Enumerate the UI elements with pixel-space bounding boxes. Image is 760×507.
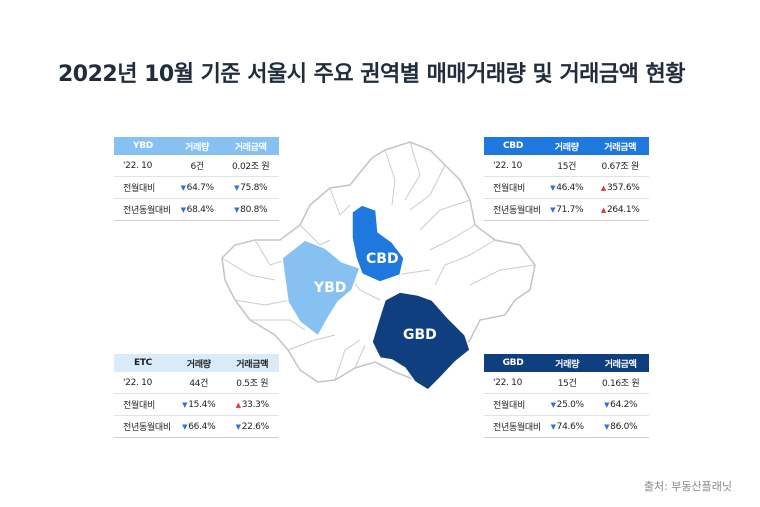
yoy-label: 전년동월대비	[484, 198, 542, 221]
ybd-map-label: YBD	[313, 280, 346, 296]
volume-value: 6건	[172, 155, 223, 177]
yoy-amount: 264.1%	[607, 204, 640, 215]
down-arrow-icon	[234, 205, 240, 215]
mom-amount: 357.6%	[607, 182, 640, 193]
ybd-panel: YBD 거래량 거래금액 '22. 10 6건 0.02조 원 전월대비 64.…	[114, 137, 279, 221]
down-arrow-icon	[236, 422, 242, 432]
yoy-volume: 68.4%	[186, 204, 214, 215]
amount-header: 거래금액	[591, 137, 649, 155]
volume-value: 44건	[172, 372, 226, 394]
down-arrow-icon	[551, 400, 557, 410]
yoy-volume: 74.6%	[556, 421, 584, 432]
ybd-region	[281, 239, 361, 338]
mom-label: 전월대비	[484, 393, 542, 416]
mom-amount: 75.8%	[240, 182, 268, 193]
down-arrow-icon	[234, 183, 240, 193]
down-arrow-icon	[182, 422, 188, 432]
amount-header: 거래금액	[592, 354, 649, 372]
month-label: '22. 10	[114, 155, 172, 177]
yoy-amount: 80.8%	[240, 204, 268, 215]
mom-volume: 64.7%	[186, 182, 214, 193]
mom-amount: 33.3%	[241, 399, 269, 410]
page-title: 2022년 10월 기준 서울시 주요 권역별 매매거래량 및 거래금액 현황	[58, 62, 686, 87]
yoy-volume: 71.7%	[556, 204, 584, 215]
etc-panel: ETC 거래량 거래금액 '22. 10 44건 0.5조 원 전월대비 15.…	[114, 354, 279, 438]
up-arrow-icon	[601, 183, 607, 193]
yoy-amount: 22.6%	[241, 421, 269, 432]
amount-value: 0.67조 원	[591, 155, 649, 177]
volume-value: 15건	[542, 155, 592, 177]
panel-name: YBD	[114, 137, 172, 155]
source-note: 출처: 부동산플래닛	[643, 480, 732, 493]
up-arrow-icon	[236, 400, 242, 410]
month-label: '22. 10	[114, 372, 172, 394]
amount-value: 0.5조 원	[225, 372, 279, 394]
gbd-region	[371, 291, 471, 391]
volume-value: 15건	[542, 372, 593, 394]
panel-name: ETC	[114, 354, 172, 372]
down-arrow-icon	[551, 422, 557, 432]
yoy-label: 전년동월대비	[484, 415, 542, 438]
amount-value: 0.16조 원	[592, 372, 649, 394]
mom-amount: 64.2%	[610, 399, 638, 410]
panel-name: GBD	[484, 354, 542, 372]
up-arrow-icon	[601, 205, 607, 215]
yoy-label: 전년동월대비	[114, 198, 172, 221]
month-label: '22. 10	[484, 372, 542, 394]
volume-header: 거래량	[172, 354, 226, 372]
volume-header: 거래량	[542, 354, 593, 372]
mom-label: 전월대비	[114, 176, 172, 199]
cbd-region	[351, 204, 405, 283]
gbd-map-label: GBD	[403, 327, 437, 343]
mom-volume: 46.4%	[556, 182, 584, 193]
yoy-label: 전년동월대비	[114, 415, 172, 438]
yoy-volume: 66.4%	[188, 421, 216, 432]
amount-value: 0.02조 원	[222, 155, 279, 177]
down-arrow-icon	[604, 422, 610, 432]
gbd-panel: GBD 거래량 거래금액 '22. 10 15건 0.16조 원 전월대비 25…	[484, 354, 649, 438]
down-arrow-icon	[181, 205, 187, 215]
month-label: '22. 10	[484, 155, 542, 177]
panel-name: CBD	[484, 137, 542, 155]
down-arrow-icon	[182, 400, 188, 410]
mom-label: 전월대비	[484, 176, 542, 199]
amount-header: 거래금액	[222, 137, 279, 155]
yoy-amount: 86.0%	[610, 421, 638, 432]
mom-volume: 15.4%	[188, 399, 216, 410]
down-arrow-icon	[550, 205, 556, 215]
mom-volume: 25.0%	[556, 399, 584, 410]
down-arrow-icon	[604, 400, 610, 410]
amount-header: 거래금액	[225, 354, 279, 372]
volume-header: 거래량	[172, 137, 223, 155]
cbd-map-label: CBD	[366, 251, 399, 267]
volume-header: 거래량	[542, 137, 592, 155]
down-arrow-icon	[550, 183, 556, 193]
mom-label: 전월대비	[114, 393, 172, 416]
cbd-panel: CBD 거래량 거래금액 '22. 10 15건 0.67조 원 전월대비 46…	[484, 137, 649, 221]
down-arrow-icon	[181, 183, 187, 193]
